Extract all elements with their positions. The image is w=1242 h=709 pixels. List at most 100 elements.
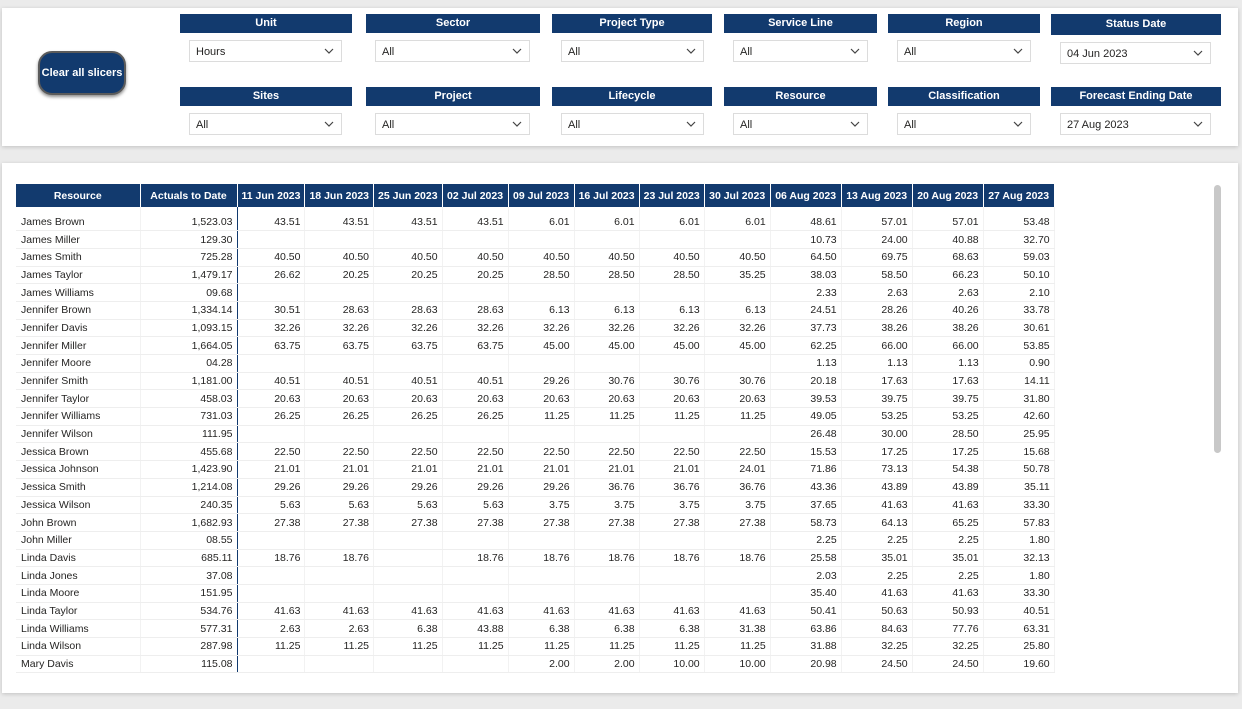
project-dropdown[interactable]: All: [375, 113, 530, 135]
table-row[interactable]: James Miller 129.30 10.73 24.00 40.88 32.70: [16, 230, 1055, 249]
resource-name-cell: Linda Davis: [16, 549, 141, 568]
chevron-down-icon: [512, 121, 522, 127]
forecast-cell: 14.11: [983, 372, 1055, 391]
table-row[interactable]: Linda Jones 37.08 2.03 2.25 2.25 1.80: [16, 566, 1055, 585]
table-row[interactable]: Jessica Smith 1,214.08 29.26 29.26 29.26 29.2…: [16, 478, 1055, 497]
region-dropdown[interactable]: All: [897, 40, 1031, 62]
forecast-cell: 29.26: [304, 478, 375, 497]
forecast-cell: 24.50: [841, 655, 913, 674]
vertical-scrollbar[interactable]: [1214, 185, 1221, 453]
table-row[interactable]: Jennifer Williams 731.03 26.25 26.25 26.25 26…: [16, 407, 1055, 426]
forecast-cell: 28.50: [639, 266, 705, 285]
table-row[interactable]: Jessica Wilson 240.35 5.63 5.63 5.63 5.63 3.75…: [16, 496, 1055, 515]
table-row[interactable]: Jessica Johnson 1,423.90 21.01 21.01 21.01 21…: [16, 460, 1055, 479]
forecast-cell: 29.26: [442, 478, 509, 497]
table-row[interactable]: John Brown 1,682.93 27.38 27.38 27.38 27.38 27…: [16, 513, 1055, 532]
table-row[interactable]: Jennifer Smith 1,181.00 40.51 40.51 40.51 40.…: [16, 372, 1055, 391]
forecast-cell: 41.63: [508, 602, 575, 621]
forecast-cell: 17.25: [841, 442, 913, 462]
forecast-cell: 6.38: [639, 619, 705, 638]
slicer-header: Classification: [888, 87, 1040, 106]
sites-dropdown[interactable]: All: [189, 113, 342, 135]
unit-dropdown[interactable]: Hours: [189, 40, 342, 62]
project-type-dropdown[interactable]: All: [561, 40, 704, 62]
table-row[interactable]: Linda Moore 151.95 35.40 41.63 41.63 33.30: [16, 584, 1055, 603]
header-spacer: [16, 207, 1055, 213]
column-header-week[interactable]: 30 Jul 2023: [704, 184, 771, 207]
table-row[interactable]: Linda Williams 577.31 2.63 2.63 6.38 43.88 6.3…: [16, 619, 1055, 638]
forecast-cell: 53.25: [841, 407, 913, 426]
table-row[interactable]: James Smith 725.28 40.50 40.50 40.50 40.50 40.…: [16, 248, 1055, 267]
forecast-cell: 5.63: [373, 496, 443, 515]
resource-name-cell: Jennifer Davis: [16, 319, 141, 338]
forecast-cell: 54.38: [912, 460, 984, 479]
forecast-cell: 41.63: [704, 602, 771, 621]
table-row[interactable]: Jennifer Wilson 111.95 26.48 30.00 28.50 25.9…: [16, 425, 1055, 444]
forecast-cell: [373, 230, 443, 249]
column-header-week[interactable]: 23 Jul 2023: [639, 184, 705, 207]
table-row[interactable]: Jennifer Brown 1,334.14 30.51 28.63 28.63 28.…: [16, 301, 1055, 320]
table-row[interactable]: Linda Taylor 534.76 41.63 41.63 41.63 41.63 41…: [16, 602, 1055, 621]
forecast-cell: 48.61: [770, 213, 842, 232]
column-header-week[interactable]: 27 Aug 2023: [983, 184, 1055, 207]
forecast-cell: 43.36: [770, 478, 842, 497]
forecast-cell: [304, 354, 375, 373]
actuals-cell: 151.95: [140, 584, 238, 603]
column-header-week[interactable]: 09 Jul 2023: [508, 184, 575, 207]
forecast-cell: 2.25: [912, 566, 984, 585]
classification-dropdown[interactable]: All: [897, 113, 1031, 135]
forecast-cell: 11.25: [508, 637, 575, 656]
table-row[interactable]: Linda Davis 685.11 18.76 18.76 18.76 18.76 18.…: [16, 549, 1055, 568]
sector-dropdown[interactable]: All: [375, 40, 530, 62]
forecast-cell: 28.50: [508, 266, 575, 285]
forecast-cell: [237, 425, 306, 444]
column-header-week[interactable]: 13 Aug 2023: [841, 184, 913, 207]
forecast-cell: 11.25: [639, 407, 705, 426]
status-date-dropdown[interactable]: 04 Jun 2023: [1060, 42, 1211, 64]
column-header-week[interactable]: 16 Jul 2023: [574, 184, 640, 207]
slicer-header: Project: [366, 87, 540, 106]
clear-all-slicers-button[interactable]: Clear all slicers: [38, 51, 126, 95]
table-row[interactable]: Jennifer Miller 1,664.05 63.75 63.75 63.75 63…: [16, 336, 1055, 355]
forecast-cell: 40.50: [639, 248, 705, 267]
forecast-cell: 3.75: [704, 496, 771, 515]
column-header-week[interactable]: 25 Jun 2023: [373, 184, 443, 207]
slicer-value: All: [904, 119, 917, 131]
table-row[interactable]: James Brown 1,523.03 43.51 43.51 43.51 43.51 6…: [16, 213, 1055, 232]
forecast-cell: 39.53: [770, 389, 842, 409]
slicer-header: Status Date: [1051, 14, 1221, 35]
forecast-cell: [304, 425, 375, 444]
table-row[interactable]: James Taylor 1,479.17 26.62 20.25 20.25 20.25…: [16, 266, 1055, 285]
forecast-ending-date-dropdown[interactable]: 27 Aug 2023: [1060, 113, 1211, 135]
forecast-cell: 43.51: [237, 213, 306, 232]
table-row[interactable]: John Miller 08.55 2.25 2.25 2.25 1.80: [16, 531, 1055, 550]
table-row[interactable]: Linda Wilson 287.98 11.25 11.25 11.25 11.25 11…: [16, 637, 1055, 656]
forecast-cell: 2.10: [983, 283, 1055, 302]
column-header-resource[interactable]: Resource: [16, 184, 141, 207]
table-row[interactable]: Jennifer Taylor 458.03 20.63 20.63 20.63 20.6…: [16, 389, 1055, 409]
resource-dropdown[interactable]: All: [733, 113, 868, 135]
resource-name-cell: Linda Moore: [16, 584, 141, 603]
forecast-cell: [574, 283, 640, 302]
table-row[interactable]: James Williams 09.68 2.33 2.63 2.63 2.10: [16, 283, 1055, 302]
forecast-cell: 1.13: [912, 354, 984, 373]
table-row[interactable]: Mary Davis 115.08 2.00 2.00 10.00 10.00 20.98 2…: [16, 655, 1055, 674]
forecast-cell: [704, 283, 771, 302]
column-header-week[interactable]: 18 Jun 2023: [304, 184, 375, 207]
forecast-cell: [508, 283, 575, 302]
forecast-cell: 27.38: [373, 513, 443, 532]
column-header-week[interactable]: 06 Aug 2023: [770, 184, 842, 207]
service-line-dropdown[interactable]: All: [733, 40, 868, 62]
column-header-actuals[interactable]: Actuals to Date: [140, 184, 238, 207]
lifecycle-dropdown[interactable]: All: [561, 113, 704, 135]
column-header-week[interactable]: 20 Aug 2023: [912, 184, 984, 207]
forecast-cell: [442, 283, 509, 302]
forecast-cell: 29.26: [373, 478, 443, 497]
table-row[interactable]: Jennifer Davis 1,093.15 32.26 32.26 32.26 32.…: [16, 319, 1055, 338]
forecast-cell: 41.63: [373, 602, 443, 621]
column-header-week[interactable]: 02 Jul 2023: [442, 184, 509, 207]
table-row[interactable]: Jennifer Moore 04.28 1.13 1.13 1.13 0.90: [16, 354, 1055, 373]
column-header-week[interactable]: 11 Jun 2023: [237, 184, 306, 207]
forecast-cell: 31.38: [704, 619, 771, 638]
table-row[interactable]: Jessica Brown 455.68 22.50 22.50 22.50 22.50 2…: [16, 442, 1055, 462]
